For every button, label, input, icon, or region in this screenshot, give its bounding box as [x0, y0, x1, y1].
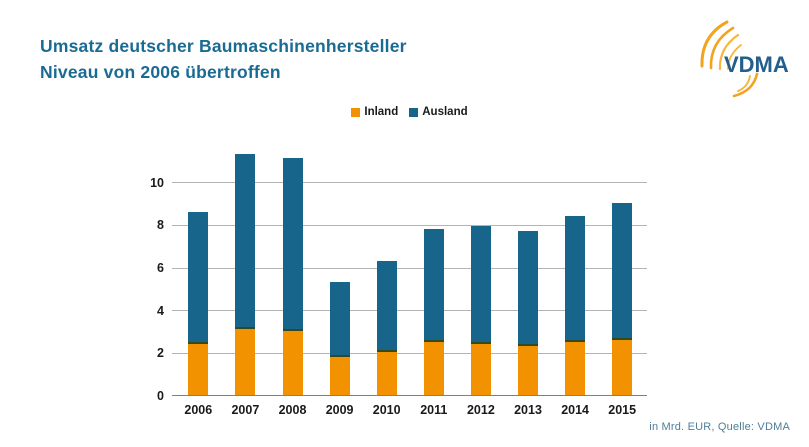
bar-2012-ausland-segment	[470, 226, 491, 344]
bar-2014	[565, 215, 586, 395]
vdma-logo-text: VDMA	[724, 52, 789, 77]
gridline-2	[172, 352, 647, 354]
y-tick-label-0: 0	[157, 389, 164, 403]
x-axis-line	[172, 395, 647, 396]
x-tick-label-2012: 2012	[466, 403, 495, 417]
bar-2015-ausland-segment	[612, 203, 633, 340]
ausland-swatch-icon	[409, 107, 419, 117]
bar-2008-inland-segment	[282, 331, 303, 395]
bar-2014-ausland-segment	[565, 215, 586, 342]
chart-legend: Inland Ausland	[172, 103, 647, 121]
bar-2010-inland-segment	[376, 352, 397, 395]
legend-label-inland: Inland	[364, 106, 399, 118]
bar-2015	[612, 203, 633, 395]
y-tick-label-2: 2	[157, 346, 164, 361]
bar-2013	[518, 230, 538, 395]
bar-2011	[423, 228, 444, 395]
y-tick-label-4: 4	[157, 303, 164, 318]
bar-2008	[282, 158, 303, 395]
plot-area	[172, 148, 647, 396]
bar-2007-ausland-segment	[235, 153, 256, 329]
bar-2006-inland-segment	[188, 343, 209, 395]
legend-item-inland: Inland	[351, 106, 398, 118]
bar-2012-inland-segment	[470, 343, 491, 395]
bar-2007-inland-segment	[235, 328, 256, 395]
y-tick-label-10: 10	[150, 175, 164, 190]
bar-2013-ausland-segment	[518, 230, 538, 346]
legend-item-ausland: Ausland	[409, 106, 468, 118]
bar-2014-inland-segment	[565, 341, 586, 395]
vdma-logo: VDMA	[700, 20, 789, 98]
x-tick-label-2007: 2007	[231, 403, 260, 417]
bar-2010	[376, 260, 397, 395]
x-tick-label-2014: 2014	[561, 403, 589, 417]
bar-2009	[329, 281, 350, 395]
gridline-8	[172, 224, 647, 226]
x-tick-label-2010: 2010	[372, 403, 401, 417]
title-line-1: Umsatz deutscher Baumaschinenhersteller	[40, 36, 407, 56]
vdma-logo-arcs-icon	[700, 20, 759, 98]
bar-2006	[188, 211, 209, 395]
bar-2013-inland-segment	[518, 345, 538, 395]
bar-2011-inland-segment	[423, 341, 444, 395]
bar-2012	[470, 226, 491, 395]
x-tick-label-2006: 2006	[184, 403, 213, 417]
bar-2009-inland-segment	[329, 356, 350, 395]
inland-swatch-icon	[351, 107, 361, 117]
x-tick-label-2015: 2015	[608, 403, 637, 417]
x-tick-label-2013: 2013	[514, 403, 542, 417]
gridline-6	[172, 267, 647, 269]
y-tick-label-6: 6	[157, 261, 164, 275]
x-tick-label-2011: 2011	[420, 403, 448, 417]
chart-title: Umsatz deutscher Baumaschinenhersteller …	[40, 33, 407, 85]
bar-2007	[235, 153, 256, 395]
bar-2008-ausland-segment	[282, 158, 303, 331]
legend-label-ausland: Ausland	[422, 106, 468, 118]
footnote: in Mrd. EUR, Quelle: VDMA	[649, 421, 790, 433]
bar-2011-ausland-segment	[423, 228, 444, 342]
x-tick-label-2008: 2008	[278, 403, 307, 417]
x-tick-label-2009: 2009	[325, 403, 354, 417]
bar-2006-ausland-segment	[188, 211, 209, 344]
title-line-2: Niveau von 2006 übertroffen	[40, 62, 281, 82]
y-tick-label-8: 8	[157, 218, 164, 233]
bar-2009-ausland-segment	[329, 281, 350, 357]
gridline-10	[172, 182, 647, 184]
bar-2010-ausland-segment	[376, 260, 397, 353]
gridline-4	[172, 310, 647, 312]
bar-2015-inland-segment	[612, 339, 633, 395]
